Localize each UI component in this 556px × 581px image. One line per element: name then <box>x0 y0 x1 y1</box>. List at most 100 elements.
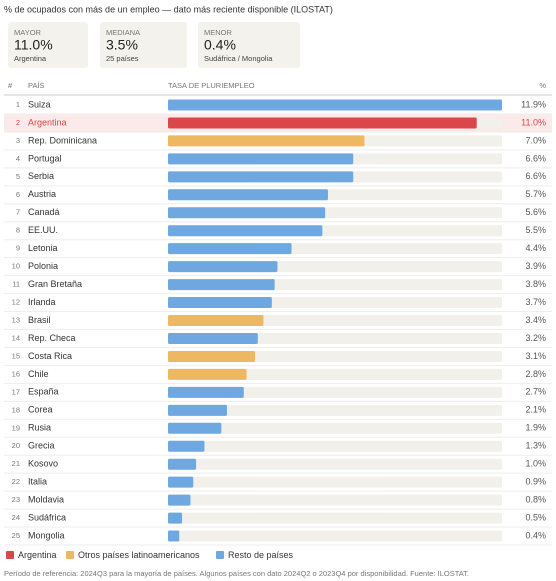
country: Portugal <box>28 153 62 163</box>
value-label: 11.9% <box>521 99 546 109</box>
bar <box>168 350 256 362</box>
country: Irlanda <box>28 297 56 307</box>
bar <box>168 440 205 452</box>
legend-swatch <box>216 551 224 559</box>
country: Serbia <box>28 171 54 181</box>
value-label: 0.9% <box>525 477 546 487</box>
value-label: 1.0% <box>525 459 546 469</box>
bar <box>168 458 197 470</box>
rank: 6 <box>16 190 20 199</box>
value-label: 3.2% <box>525 333 546 343</box>
country: Suiza <box>28 99 51 109</box>
bar <box>168 117 477 129</box>
bar-track <box>168 368 502 380</box>
card-sub: Argentina <box>14 54 47 63</box>
bar <box>168 171 354 183</box>
rank: 14 <box>12 333 20 342</box>
card-sub: Sudáfrica / Mongolia <box>204 54 273 63</box>
rank: 5 <box>16 172 20 181</box>
value-label: 0.5% <box>525 512 546 522</box>
column-header: TASA DE PLURIEMPLEO <box>168 81 255 90</box>
rank: 9 <box>16 244 20 253</box>
value-label: 3.8% <box>525 279 546 289</box>
rank: 11 <box>12 280 20 289</box>
bar-track <box>168 422 502 434</box>
value-label: 0.8% <box>525 494 546 504</box>
card-label: MEDIANA <box>106 28 140 37</box>
bar <box>168 368 247 380</box>
rank: 25 <box>12 531 20 540</box>
value-label: 3.7% <box>525 297 546 307</box>
column-header: PAÍS <box>28 81 45 90</box>
rank: 22 <box>12 477 20 486</box>
country: España <box>28 387 59 397</box>
bar-track <box>168 512 502 524</box>
rank: 4 <box>16 154 20 163</box>
value-label: 11.0% <box>521 117 546 127</box>
card-value: 11.0% <box>14 37 53 53</box>
rank: 17 <box>12 387 20 396</box>
rank: 23 <box>12 495 20 504</box>
card-sub: 25 países <box>106 54 139 63</box>
bar <box>168 279 275 291</box>
card-label: MAYOR <box>14 28 42 37</box>
country: Moldavia <box>28 494 64 504</box>
value-label: 7.0% <box>525 135 546 145</box>
rank: 7 <box>16 208 20 217</box>
rank: 21 <box>12 459 20 468</box>
value-label: 4.4% <box>525 243 546 253</box>
value-label: 2.1% <box>525 405 546 415</box>
bar <box>168 494 191 506</box>
bar <box>168 422 222 434</box>
value-label: 2.8% <box>525 369 546 379</box>
legend-swatch <box>6 551 14 559</box>
bar-track <box>168 458 502 470</box>
card-label: MENOR <box>204 28 233 37</box>
value-label: 3.4% <box>525 315 546 325</box>
bar <box>168 189 328 201</box>
value-label: 2.7% <box>525 387 546 397</box>
bar <box>168 476 194 488</box>
country: Austria <box>28 189 56 199</box>
chart-title: % de ocupados con más de un empleo — dat… <box>4 4 333 14</box>
rank: 12 <box>12 298 20 307</box>
value-label: 3.9% <box>525 261 546 271</box>
column-header: % <box>539 81 546 90</box>
legend-swatch <box>66 551 74 559</box>
bar <box>168 404 227 416</box>
bar <box>168 386 244 398</box>
country: Sudáfrica <box>28 512 66 522</box>
country: Canadá <box>28 207 60 217</box>
rank: 18 <box>12 405 20 414</box>
bar-track <box>168 476 502 488</box>
country: Rep. Checa <box>28 333 76 343</box>
legend-label: Argentina <box>18 550 57 560</box>
card-value: 0.4% <box>204 37 236 53</box>
country: EE.UU. <box>28 225 58 235</box>
country: Gran Bretaña <box>28 279 82 289</box>
rank: 3 <box>16 136 20 145</box>
country: Kosovo <box>28 459 58 469</box>
country: Grecia <box>28 441 55 451</box>
country: Rep. Dominicana <box>28 135 97 145</box>
rank: 16 <box>12 369 20 378</box>
bar <box>168 512 183 524</box>
country: Chile <box>28 369 49 379</box>
country: Brasil <box>28 315 51 325</box>
bar-track <box>168 404 502 416</box>
value-label: 5.6% <box>525 207 546 217</box>
country: Mongolia <box>28 530 65 540</box>
country: Polonia <box>28 261 58 271</box>
footnote: Período de referencia: 2024Q3 para la ma… <box>4 569 469 578</box>
bar <box>168 99 502 111</box>
rank: 24 <box>12 513 20 522</box>
bar-track <box>168 440 502 452</box>
country: Costa Rica <box>28 351 72 361</box>
bar <box>168 332 258 344</box>
bar-track <box>168 530 502 542</box>
country: Corea <box>28 405 53 415</box>
rank: 8 <box>16 226 20 235</box>
value-label: 5.5% <box>525 225 546 235</box>
bar <box>168 530 180 542</box>
legend-label: Otros países latinoamericanos <box>78 550 200 560</box>
